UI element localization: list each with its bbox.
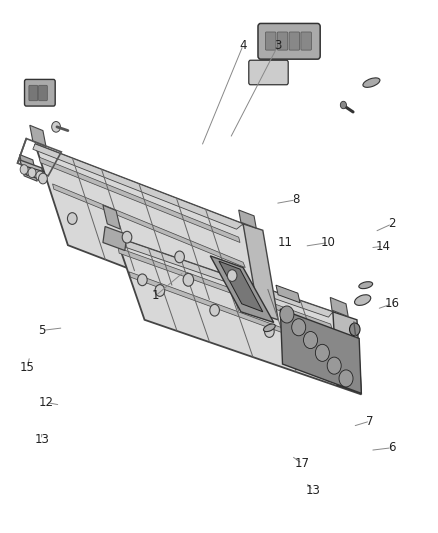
Circle shape (327, 357, 341, 374)
Polygon shape (53, 184, 245, 268)
Circle shape (183, 273, 194, 286)
Text: 4: 4 (239, 39, 247, 52)
Text: 6: 6 (388, 441, 396, 454)
Polygon shape (103, 205, 120, 229)
Circle shape (304, 332, 318, 349)
Text: 13: 13 (34, 433, 49, 446)
Polygon shape (20, 160, 46, 181)
Polygon shape (33, 144, 243, 229)
Circle shape (265, 326, 274, 337)
Polygon shape (30, 125, 46, 147)
Text: 3: 3 (275, 39, 282, 52)
Polygon shape (243, 224, 278, 320)
Circle shape (28, 168, 36, 177)
Polygon shape (112, 237, 333, 317)
Circle shape (292, 319, 306, 336)
Ellipse shape (363, 78, 380, 87)
Polygon shape (22, 165, 46, 181)
Circle shape (36, 171, 44, 181)
Circle shape (227, 270, 237, 281)
Text: 12: 12 (39, 396, 53, 409)
Text: 8: 8 (292, 193, 299, 206)
Polygon shape (35, 144, 276, 325)
Ellipse shape (355, 295, 371, 305)
Circle shape (155, 285, 165, 296)
FancyBboxPatch shape (265, 32, 276, 50)
Circle shape (339, 370, 353, 387)
Circle shape (20, 165, 28, 174)
Text: 10: 10 (321, 236, 336, 249)
Polygon shape (330, 297, 348, 317)
FancyBboxPatch shape (25, 79, 55, 106)
Circle shape (52, 122, 60, 132)
Text: 15: 15 (20, 361, 35, 374)
Polygon shape (210, 256, 274, 322)
FancyBboxPatch shape (289, 32, 300, 50)
FancyBboxPatch shape (258, 23, 320, 59)
Circle shape (350, 323, 360, 336)
Circle shape (67, 213, 77, 224)
Polygon shape (20, 155, 37, 181)
Polygon shape (118, 248, 332, 329)
Text: 13: 13 (306, 484, 321, 497)
Circle shape (138, 274, 147, 286)
Polygon shape (129, 272, 335, 352)
Text: 17: 17 (295, 457, 310, 470)
FancyBboxPatch shape (301, 32, 311, 50)
Ellipse shape (359, 281, 373, 289)
Text: 7: 7 (366, 415, 374, 427)
Polygon shape (103, 227, 127, 251)
FancyBboxPatch shape (39, 85, 47, 101)
Polygon shape (333, 312, 361, 393)
Circle shape (175, 251, 184, 263)
Text: 5: 5 (38, 324, 45, 337)
Circle shape (122, 231, 132, 243)
Polygon shape (280, 309, 361, 393)
Polygon shape (239, 210, 256, 228)
Polygon shape (276, 285, 300, 303)
Circle shape (280, 306, 294, 323)
FancyBboxPatch shape (277, 32, 288, 50)
Text: 1: 1 (152, 289, 159, 302)
Polygon shape (39, 157, 240, 243)
Text: 11: 11 (277, 236, 292, 249)
FancyBboxPatch shape (249, 60, 288, 85)
Circle shape (210, 304, 219, 316)
Polygon shape (116, 237, 361, 394)
Circle shape (315, 344, 329, 361)
Text: 2: 2 (388, 217, 396, 230)
Text: 16: 16 (385, 297, 399, 310)
Polygon shape (219, 261, 263, 312)
Text: 14: 14 (376, 240, 391, 253)
FancyBboxPatch shape (29, 85, 38, 101)
Circle shape (340, 101, 346, 109)
Ellipse shape (264, 324, 275, 332)
Circle shape (39, 173, 47, 184)
